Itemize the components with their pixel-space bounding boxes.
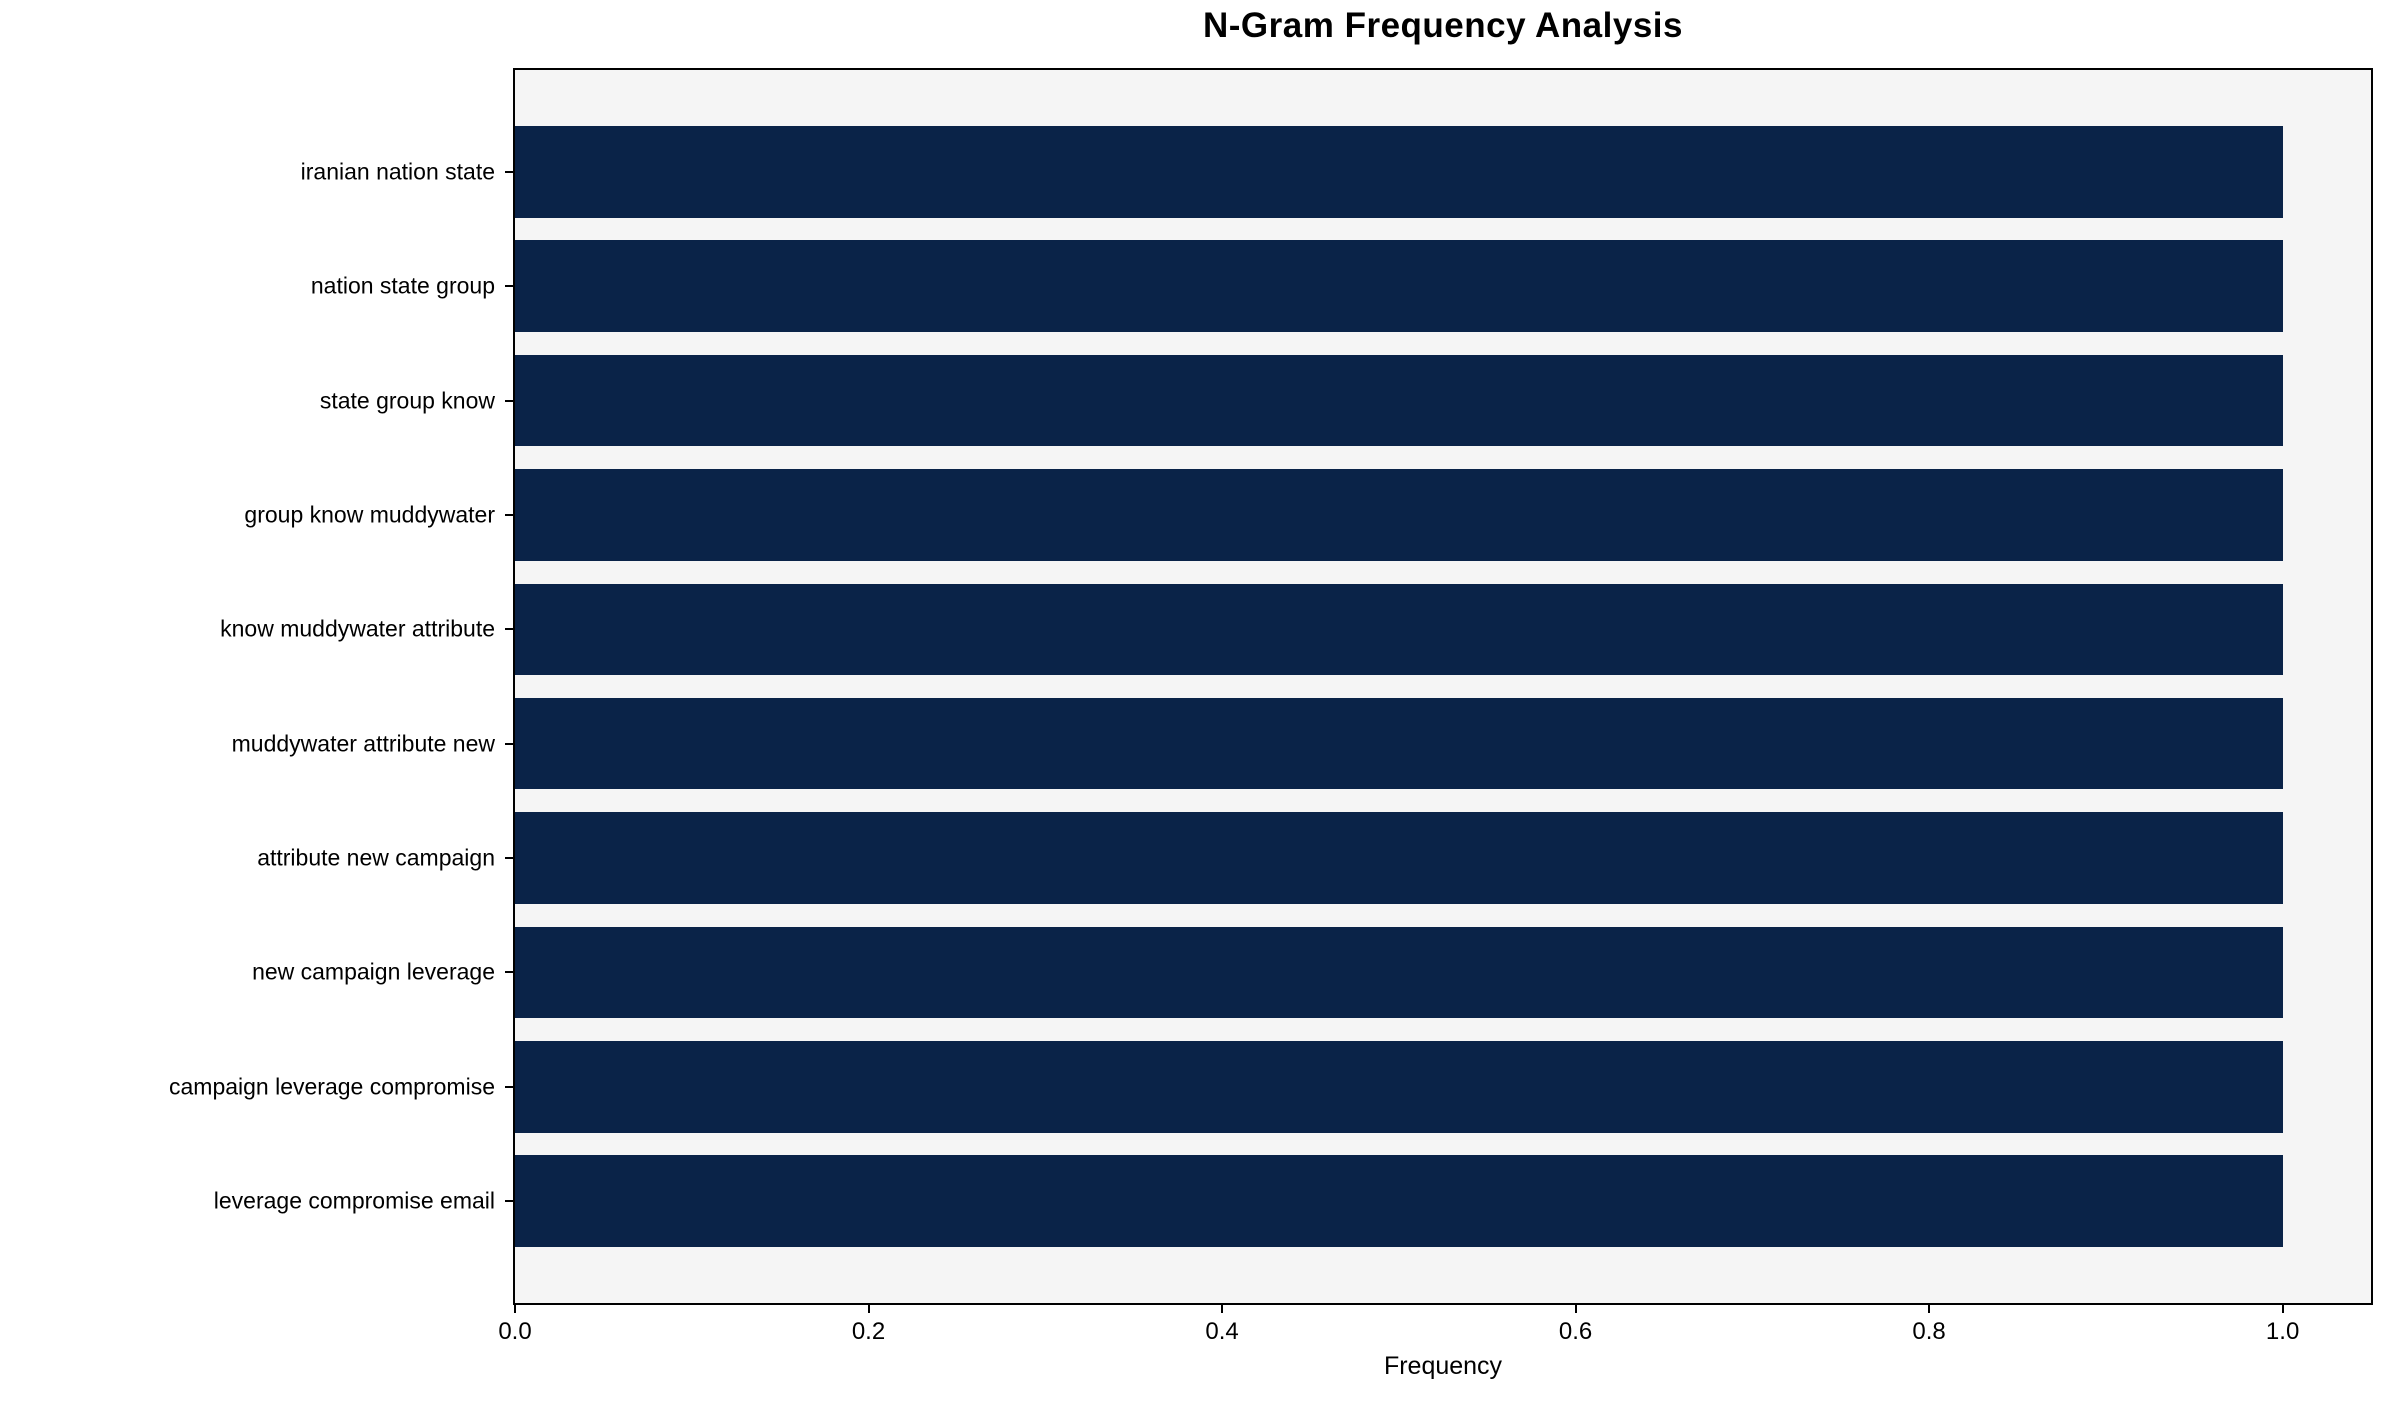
x-tick-label: 1.0 — [2265, 1318, 2300, 1345]
bar — [515, 354, 2283, 447]
x-tick-label: 0.6 — [1558, 1318, 1593, 1345]
x-tick-mark — [1574, 1305, 1577, 1313]
bar — [515, 240, 2283, 332]
y-tick-mark — [505, 399, 513, 402]
y-tick-mark — [505, 628, 513, 631]
y-tick-label: know muddywater attribute — [220, 615, 495, 642]
x-tick-mark — [1221, 1305, 1224, 1313]
bar — [515, 926, 2283, 1019]
bar — [515, 583, 2283, 676]
y-tick-label: iranian nation state — [300, 158, 495, 185]
y-tick-label: attribute new campaign — [257, 844, 495, 871]
x-tick-label: 0.0 — [498, 1318, 532, 1345]
y-tick-label: nation state group — [310, 272, 495, 299]
y-tick-mark — [505, 1085, 513, 1088]
x-tick-label: 0.8 — [1912, 1318, 1946, 1345]
y-tick-label: new campaign leverage — [252, 958, 495, 985]
x-tick-mark — [2281, 1305, 2284, 1313]
bar — [515, 1155, 2283, 1247]
x-tick-mark — [867, 1305, 870, 1313]
y-tick-label: state group know — [319, 387, 495, 414]
bar — [515, 1041, 2283, 1133]
bar — [515, 812, 2283, 904]
y-tick-label: campaign leverage compromise — [169, 1073, 495, 1100]
x-tick-label: 0.4 — [1205, 1318, 1239, 1345]
x-tick-label: 0.2 — [851, 1318, 886, 1345]
y-tick-mark — [505, 857, 513, 860]
y-tick-mark — [505, 1200, 513, 1203]
chart-title: N-Gram Frequency Analysis — [1203, 6, 1683, 45]
y-tick-mark — [505, 285, 513, 288]
x-tick-mark — [514, 1305, 516, 1313]
y-tick-label: leverage compromise email — [213, 1187, 495, 1214]
y-tick-label: muddywater attribute new — [231, 730, 495, 757]
y-tick-mark — [505, 971, 513, 974]
bar — [515, 126, 2283, 218]
x-tick-mark — [1928, 1305, 1931, 1313]
bar — [515, 697, 2283, 790]
y-tick-label: group know muddywater — [244, 501, 495, 528]
plot-area — [513, 68, 2373, 1305]
y-tick-mark — [505, 742, 513, 745]
y-tick-mark — [505, 513, 513, 516]
bar — [515, 469, 2283, 561]
x-axis-label: Frequency — [1383, 1352, 1503, 1380]
y-tick-mark — [505, 170, 513, 173]
